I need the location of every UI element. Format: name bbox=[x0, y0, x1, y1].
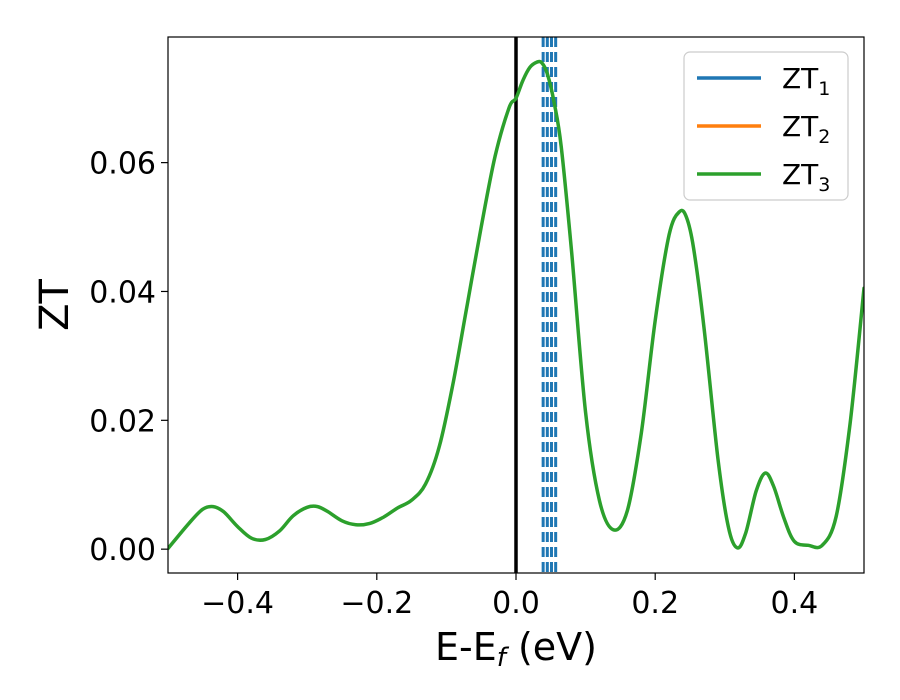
x-axis-ticks: −0.4 −0.2 0.0 0.2 0.4 bbox=[201, 573, 818, 621]
y-tick-label: 0.02 bbox=[89, 404, 156, 439]
x-tick-label: 0.0 bbox=[492, 586, 540, 621]
y-tick-label: 0.04 bbox=[89, 275, 156, 310]
legend-label-zt1: ZT1 bbox=[782, 62, 830, 100]
series-lines bbox=[168, 59, 864, 551]
legend: ZT1 ZT2 ZT3 bbox=[683, 51, 849, 201]
y-tick-label: 0.06 bbox=[89, 147, 156, 182]
x-tick-label: −0.4 bbox=[201, 586, 274, 621]
legend-box bbox=[683, 51, 849, 201]
y-tick-label: 0.00 bbox=[89, 533, 156, 568]
x-axis-label: E-Ef (eV) bbox=[435, 625, 597, 673]
y-axis-ticks: 0.00 0.02 0.04 0.06 bbox=[89, 147, 168, 568]
reference-lines bbox=[514, 37, 558, 573]
x-tick-label: 0.4 bbox=[771, 586, 819, 621]
legend-label-zt3: ZT3 bbox=[782, 158, 830, 196]
series-line-zt3 bbox=[168, 59, 864, 551]
x-tick-label: 0.2 bbox=[631, 586, 679, 621]
y-axis-label: ZT bbox=[32, 279, 78, 331]
x-tick-label: −0.2 bbox=[340, 586, 413, 621]
x-axis-label-unit: (eV) bbox=[506, 625, 597, 669]
legend-label-zt2: ZT2 bbox=[782, 110, 830, 148]
